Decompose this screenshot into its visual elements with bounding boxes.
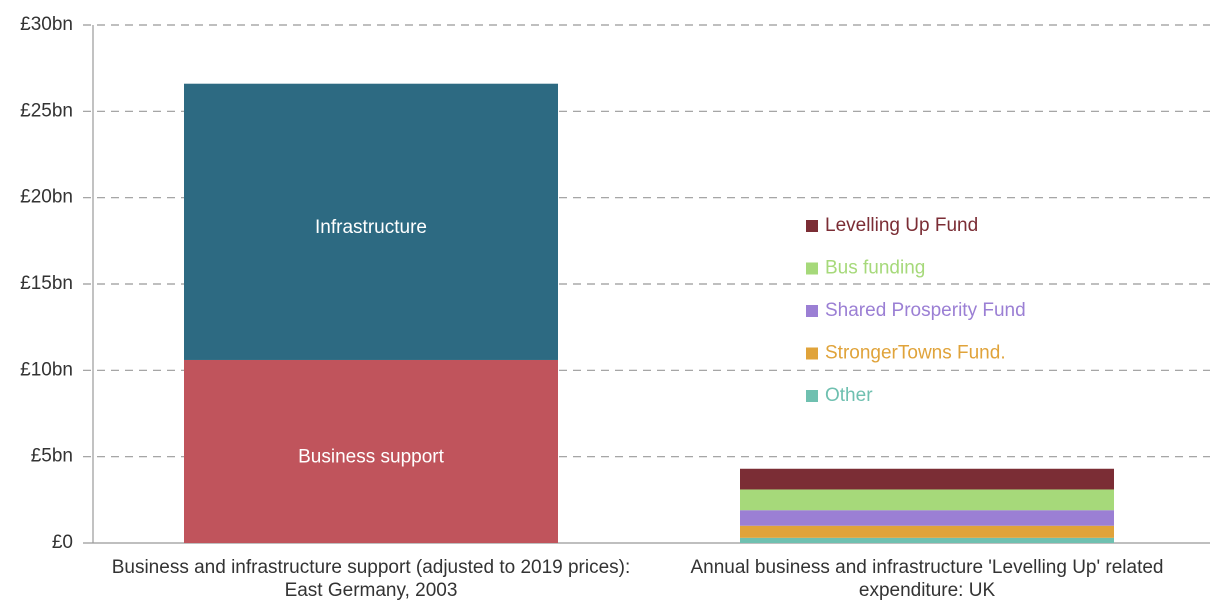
legend-swatch (806, 305, 818, 317)
segment-label: Business support (298, 447, 444, 468)
bar-segment (740, 537, 1114, 543)
legend-swatch (806, 220, 818, 232)
bar-segment (740, 489, 1114, 511)
y-tick-label: £25bn (20, 100, 73, 121)
y-tick-label: £20bn (20, 187, 73, 208)
segment-label: Infrastructure (315, 217, 427, 238)
legend-label: Shared Prosperity Fund (825, 300, 1026, 321)
legend-swatch (806, 347, 818, 360)
bar-segment (184, 359, 558, 543)
bar-segment (740, 525, 1114, 538)
legend-label: Bus funding (825, 258, 925, 279)
legend-label: Levelling Up Fund (825, 215, 978, 236)
legend-swatch (806, 390, 818, 402)
y-tick-label: £5bn (31, 446, 73, 467)
y-tick-label: £15bn (20, 273, 73, 294)
y-tick-label: £10bn (20, 359, 73, 380)
y-tick-label: £0 (52, 532, 73, 553)
x-tick-label: Business and infrastructure support (adj… (111, 557, 631, 601)
bar-segment (740, 468, 1114, 490)
bar-segment (740, 510, 1114, 526)
legend-label: StrongerTowns Fund. (825, 343, 1006, 364)
legend-swatch (806, 262, 818, 275)
bar-segment (184, 83, 558, 360)
y-tick-label: £30bn (20, 14, 73, 35)
legend-label: Other (825, 385, 873, 406)
x-tick-label: Annual business and infrastructure 'Leve… (690, 557, 1164, 601)
